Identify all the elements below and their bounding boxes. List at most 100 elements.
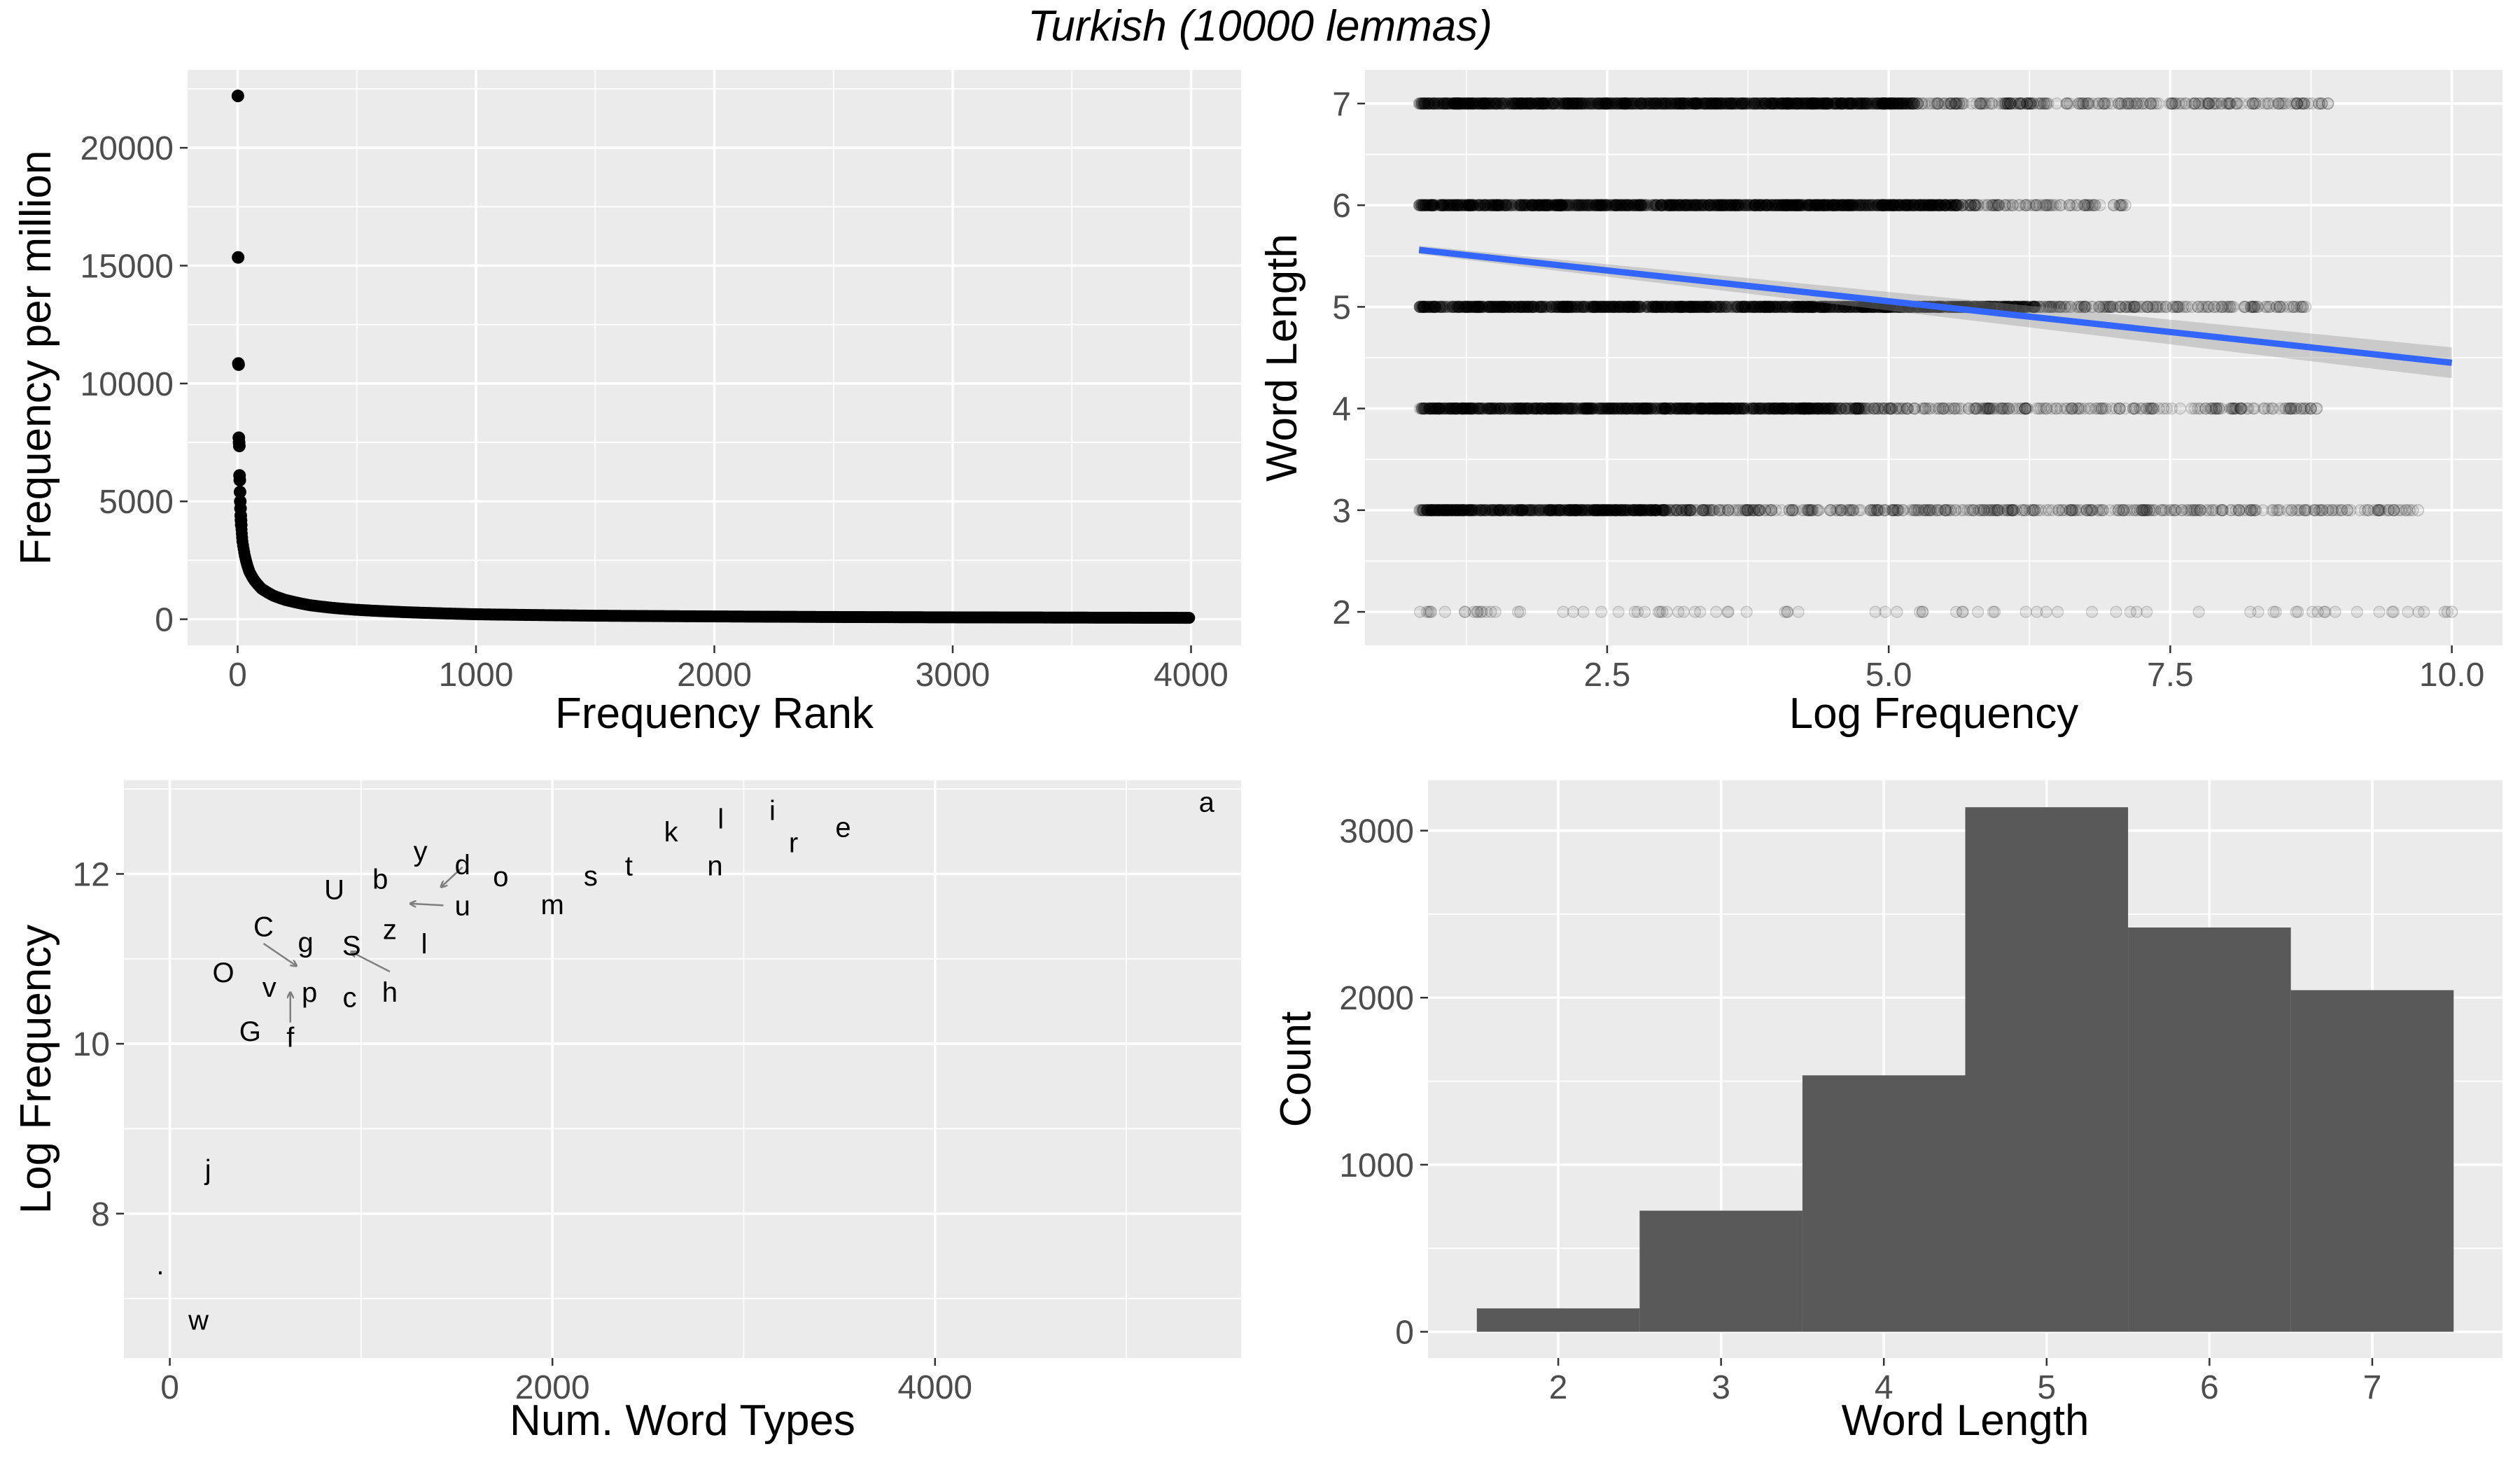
data-point <box>1759 97 1772 110</box>
data-point <box>1745 97 1758 110</box>
data-point <box>1592 97 1605 110</box>
data-point <box>1690 97 1703 110</box>
data-point <box>1415 97 1428 110</box>
data-point <box>1448 97 1461 110</box>
data-point <box>1806 97 1819 110</box>
data-point <box>1504 300 1517 314</box>
data-point <box>1529 97 1542 110</box>
data-point <box>2119 199 2132 211</box>
data-point <box>1434 97 1446 110</box>
data-point <box>1650 97 1662 110</box>
data-point <box>1986 199 1998 211</box>
data-point <box>1676 97 1689 110</box>
data-point <box>1541 97 1553 110</box>
data-point <box>1554 199 1567 211</box>
x-tick-label: 0 <box>228 657 247 694</box>
data-point <box>1883 199 1896 211</box>
data-point <box>1642 300 1654 314</box>
data-point <box>1679 97 1693 110</box>
data-point <box>1815 97 1828 110</box>
data-point <box>1529 97 1541 110</box>
data-point <box>232 358 245 371</box>
data-point <box>1766 97 1779 110</box>
data-point <box>1623 199 1635 211</box>
data-point <box>2299 300 2312 314</box>
data-point <box>2085 300 2098 314</box>
gridlines <box>188 70 1241 645</box>
data-point <box>1419 97 1432 110</box>
data-point <box>1818 199 1830 211</box>
data-point <box>1553 97 1566 110</box>
x-tick-label: 1000 <box>439 657 514 694</box>
data-point <box>1714 300 1728 314</box>
data-point <box>2027 97 2040 110</box>
data-point <box>1783 97 1796 110</box>
data-point <box>1898 199 1911 211</box>
data-point <box>2114 300 2127 314</box>
data-point <box>1621 97 1634 110</box>
data-point <box>1432 97 1446 110</box>
data-point <box>1634 97 1646 110</box>
data-point <box>1413 300 1427 314</box>
data-point <box>1577 300 1590 314</box>
data-point <box>1726 97 1739 110</box>
y-tick-label: 20000 <box>80 130 174 167</box>
data-point <box>232 251 245 264</box>
data-point <box>1686 300 1699 314</box>
data-point <box>1652 300 1665 314</box>
data-point <box>1646 97 1660 110</box>
data-point <box>1415 97 1428 110</box>
data-point <box>1609 199 1622 211</box>
data-point <box>2220 97 2233 110</box>
data-point <box>1514 199 1527 211</box>
data-point <box>1903 97 1916 110</box>
data-point <box>1460 97 1474 110</box>
data-point <box>1660 199 1674 211</box>
data-point <box>1906 97 1919 110</box>
data-point <box>1671 97 1684 110</box>
data-point <box>1755 97 1768 110</box>
data-point <box>1441 97 1454 110</box>
data-point <box>1456 300 1469 314</box>
data-point <box>1536 199 1550 211</box>
y-tick-label: 0 <box>155 602 174 639</box>
data-point <box>1183 612 1196 624</box>
data-point <box>2202 300 2215 314</box>
data-point <box>2321 97 2334 110</box>
data-point <box>1793 300 1806 314</box>
data-point <box>1609 97 1621 110</box>
data-point <box>1749 199 1761 211</box>
data-point <box>1427 97 1440 110</box>
data-point <box>1679 97 1692 110</box>
data-point <box>1665 97 1677 110</box>
data-point <box>2141 300 2154 314</box>
data-point <box>1784 97 1797 110</box>
data-point <box>1470 97 1483 110</box>
data-point <box>1809 97 1823 110</box>
data-point <box>2078 199 2090 211</box>
data-point <box>1698 97 1711 110</box>
data-point <box>1830 97 1844 110</box>
y-axis-title: Frequency per million <box>12 150 60 566</box>
data-point <box>2185 300 2199 314</box>
data-point <box>1928 199 1940 211</box>
data-point <box>1777 300 1789 314</box>
data-point <box>1674 97 1686 110</box>
data-point <box>1586 199 1599 211</box>
data-point <box>1672 199 1686 211</box>
data-points <box>231 90 1196 624</box>
data-point <box>2001 199 2013 211</box>
data-point <box>2262 300 2276 314</box>
data-points <box>1413 97 2458 618</box>
data-point <box>1702 97 1715 110</box>
data-point <box>1722 199 1735 211</box>
x-axis-title: Frequency Rank <box>555 690 874 738</box>
data-point <box>1884 97 1897 110</box>
data-point <box>1704 300 1717 314</box>
data-point <box>1966 97 1978 110</box>
data-point <box>1481 300 1494 314</box>
data-point <box>2036 199 2050 211</box>
data-point <box>1441 97 1454 110</box>
data-point <box>1466 97 1478 110</box>
